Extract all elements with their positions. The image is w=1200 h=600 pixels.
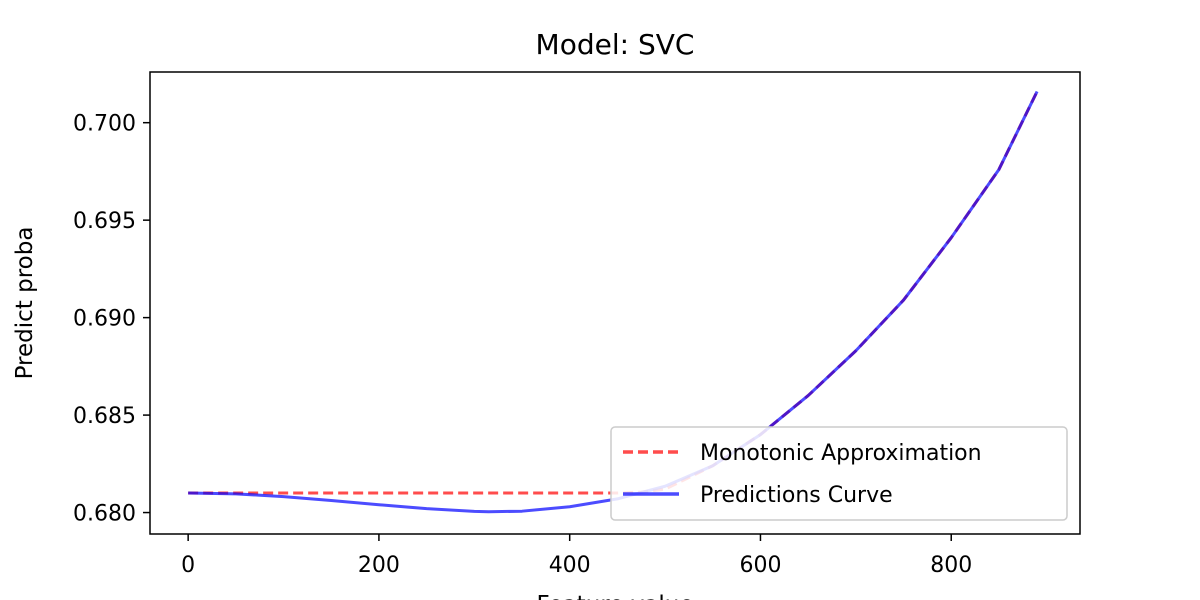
x-tick-label-0: 0 [181, 553, 195, 578]
plot-frame [149, 71, 1081, 535]
x-tick-label-1: 200 [358, 553, 400, 578]
x-axis: 0 200 400 600 800 [181, 534, 972, 578]
legend: Monotonic Approximation Predictions Curv… [610, 426, 1068, 521]
y-tick-label-4: 0.700 [73, 112, 136, 137]
y-tick-label-0: 0.680 [73, 502, 136, 527]
y-tick-label-1: 0.685 [73, 404, 136, 429]
y-axis: 0.680 0.685 0.690 0.695 0.700 [73, 112, 150, 527]
x-tick-label-3: 600 [739, 553, 781, 578]
x-tick-label-4: 800 [930, 553, 972, 578]
series-line-1 [188, 90, 1039, 514]
chart-title: Model: SVC [536, 28, 695, 61]
x-axis-label: Feature value [536, 592, 693, 600]
y-tick-label-2: 0.690 [73, 307, 136, 332]
legend-box [610, 426, 1068, 521]
y-axis-label: Predict proba [12, 227, 38, 380]
legend-label-predictions: Predictions Curve [700, 483, 893, 508]
x-tick-label-2: 400 [549, 553, 591, 578]
legend-label-monotonic: Monotonic Approximation [700, 441, 982, 466]
y-tick-label-3: 0.695 [73, 209, 136, 234]
